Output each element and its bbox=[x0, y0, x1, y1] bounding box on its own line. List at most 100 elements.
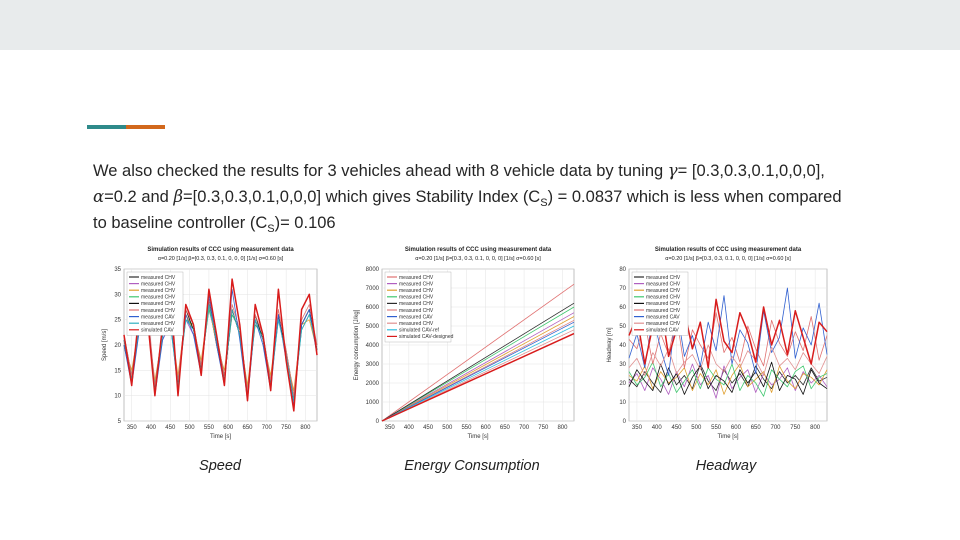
gamma-symbol: γ bbox=[667, 161, 678, 180]
legend-entry: measured CHV bbox=[399, 281, 434, 287]
legend-entry: measured CHV bbox=[646, 288, 681, 294]
legend-entry: measured CHV bbox=[646, 321, 681, 327]
x-tick-label: 350 bbox=[632, 425, 643, 431]
series-line bbox=[628, 344, 828, 376]
legend-entry: measured CHV bbox=[646, 275, 681, 281]
x-tick-label: 800 bbox=[300, 425, 311, 431]
y-tick-label: 80 bbox=[619, 267, 626, 273]
x-tick-label: 550 bbox=[711, 425, 722, 431]
accent-divider-teal bbox=[87, 125, 126, 129]
chart-title: Simulation results of CCC using measurem… bbox=[655, 247, 802, 253]
series-line bbox=[123, 278, 318, 412]
x-tick-label: 500 bbox=[691, 425, 702, 431]
legend-entry: measured CHV bbox=[399, 288, 434, 294]
y-tick-label: 10 bbox=[114, 394, 121, 400]
legend-entry: simulated CAV bbox=[141, 328, 174, 334]
legend-entry: measured CAV bbox=[399, 314, 433, 320]
legend-entry: measured CHV bbox=[141, 275, 176, 281]
legend-entry: measured CHV bbox=[141, 308, 176, 314]
x-tick-label: 800 bbox=[810, 425, 821, 431]
x-axis-label: Time [s] bbox=[717, 434, 738, 440]
series-line bbox=[381, 302, 575, 422]
legend-entry: measured CHV bbox=[141, 301, 176, 307]
x-tick-label: 700 bbox=[262, 425, 273, 431]
body-paragraph: We also checked the results for 3 vehicl… bbox=[93, 158, 893, 236]
legend-entry: measured CAV bbox=[646, 314, 680, 320]
y-tick-label: 25 bbox=[114, 318, 121, 324]
x-tick-label: 750 bbox=[538, 425, 549, 431]
subscript-s-1: S bbox=[540, 197, 548, 209]
x-tick-label: 700 bbox=[771, 425, 782, 431]
series-line bbox=[381, 306, 575, 422]
x-tick-label: 350 bbox=[385, 425, 396, 431]
speed-chart: Simulation results of CCC using measurem… bbox=[102, 247, 318, 440]
chart-subtitle: α=0.20 [1/s] β=[0.3, 0.3, 0.1, 0, 0, 0] … bbox=[158, 256, 284, 262]
y-tick-label: 70 bbox=[619, 286, 626, 292]
series-line bbox=[381, 321, 575, 422]
legend-entry: simulated CAV bbox=[646, 328, 679, 334]
y-tick-label: 35 bbox=[114, 267, 121, 273]
legend-entry: measured CAV bbox=[141, 314, 175, 320]
series-line bbox=[381, 312, 575, 422]
alpha-symbol: α bbox=[93, 187, 105, 206]
x-tick-label: 400 bbox=[146, 425, 157, 431]
y-axis-label: Headway [m] bbox=[607, 327, 613, 362]
y-tick-label: 1000 bbox=[366, 400, 380, 406]
x-tick-label: 650 bbox=[243, 425, 254, 431]
legend-entry: measured CHV bbox=[646, 281, 681, 287]
y-tick-label: 7000 bbox=[366, 286, 380, 292]
legend-entry: measured CHV bbox=[646, 301, 681, 307]
x-tick-label: 800 bbox=[557, 425, 568, 431]
legend-entry: measured CHV bbox=[141, 321, 176, 327]
legend-entry: measured CHV bbox=[141, 295, 176, 301]
x-axis-label: Time [s] bbox=[210, 434, 231, 440]
series-line bbox=[628, 363, 828, 399]
x-tick-label: 600 bbox=[223, 425, 234, 431]
series-line bbox=[381, 316, 575, 422]
energy-figure: Simulation results of CCC using measurem… bbox=[352, 243, 582, 445]
accent-divider-orange bbox=[126, 125, 165, 129]
x-tick-label: 650 bbox=[751, 425, 762, 431]
series-line bbox=[628, 287, 828, 376]
x-tick-label: 450 bbox=[165, 425, 176, 431]
series-line bbox=[381, 283, 575, 422]
y-tick-label: 50 bbox=[619, 324, 626, 330]
y-tick-label: 4000 bbox=[366, 343, 380, 349]
caption-headway: Headway bbox=[695, 458, 757, 474]
legend-entry: measured CHV bbox=[646, 295, 681, 301]
headway-figure: Simulation results of CCC using measurem… bbox=[605, 243, 835, 445]
y-tick-label: 5000 bbox=[366, 324, 380, 330]
caption-speed: Speed bbox=[199, 458, 241, 474]
y-tick-label: 40 bbox=[619, 343, 626, 349]
legend-entry: measured CHV bbox=[399, 301, 434, 307]
series-line bbox=[628, 361, 828, 397]
x-tick-label: 650 bbox=[500, 425, 511, 431]
headway-chart: Simulation results of CCC using measurem… bbox=[607, 247, 828, 440]
paragraph-text-2: = [0.3,0.3,0.1,0,0,0], bbox=[677, 162, 825, 180]
series-line bbox=[381, 332, 575, 422]
y-tick-label: 0 bbox=[376, 419, 380, 425]
y-tick-label: 5 bbox=[118, 419, 122, 425]
y-tick-label: 20 bbox=[619, 381, 626, 387]
legend-entry: measured CHV bbox=[399, 308, 434, 314]
y-tick-label: 30 bbox=[114, 292, 121, 298]
speed-figure: Simulation results of CCC using measurem… bbox=[100, 243, 325, 445]
x-tick-label: 600 bbox=[481, 425, 492, 431]
legend-entry: measured CHV bbox=[141, 288, 176, 294]
x-tick-label: 600 bbox=[731, 425, 742, 431]
x-tick-label: 500 bbox=[442, 425, 453, 431]
y-tick-label: 10 bbox=[619, 400, 626, 406]
x-tick-label: 550 bbox=[204, 425, 215, 431]
beta-symbol: β bbox=[173, 187, 183, 206]
paragraph-text-7: )= 0.106 bbox=[274, 214, 336, 232]
legend-entry: measured CHV bbox=[399, 275, 434, 281]
y-tick-label: 3000 bbox=[366, 362, 380, 368]
legend-entry: simulated CAV-designed bbox=[399, 334, 454, 340]
x-tick-label: 350 bbox=[127, 425, 138, 431]
legend-entry: measured CHV bbox=[399, 295, 434, 301]
x-tick-label: 700 bbox=[519, 425, 530, 431]
top-bar bbox=[0, 0, 960, 50]
series-line bbox=[381, 325, 575, 422]
x-tick-label: 750 bbox=[281, 425, 292, 431]
energy-chart: Simulation results of CCC using measurem… bbox=[354, 247, 575, 440]
